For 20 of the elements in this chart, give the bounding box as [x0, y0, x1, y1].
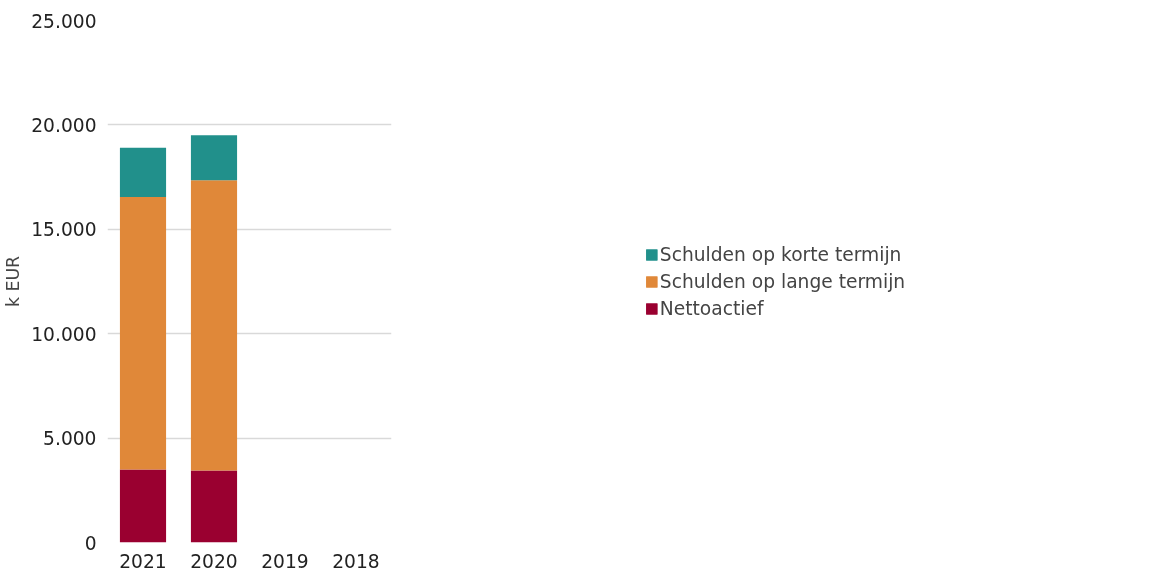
y-tick-label: 10.000: [31, 323, 97, 345]
x-tick-label: 2021: [119, 550, 167, 572]
bar: [190, 135, 238, 181]
bar: [119, 469, 167, 543]
bar: [190, 180, 238, 471]
y-tick-label: 15.000: [31, 219, 97, 241]
bar: [190, 470, 238, 543]
bar: [119, 196, 167, 470]
legend-label: Schulden op korte termijn: [659, 243, 902, 265]
bar: [119, 147, 167, 197]
y-axis-title: k EUR: [3, 255, 24, 308]
x-tick-label: 2020: [190, 550, 238, 572]
legend-label: Nettoactief: [659, 297, 764, 319]
y-tick-label: 5.000: [43, 428, 97, 450]
x-tick-label: 2019: [261, 550, 309, 572]
y-tick-label: 25.000: [31, 10, 97, 32]
y-tick-label: 20.000: [31, 114, 97, 136]
x-tick-label: 2018: [332, 550, 380, 572]
legend-label: Schulden op lange termijn: [659, 270, 906, 292]
y-tick-label: 0: [84, 532, 97, 554]
